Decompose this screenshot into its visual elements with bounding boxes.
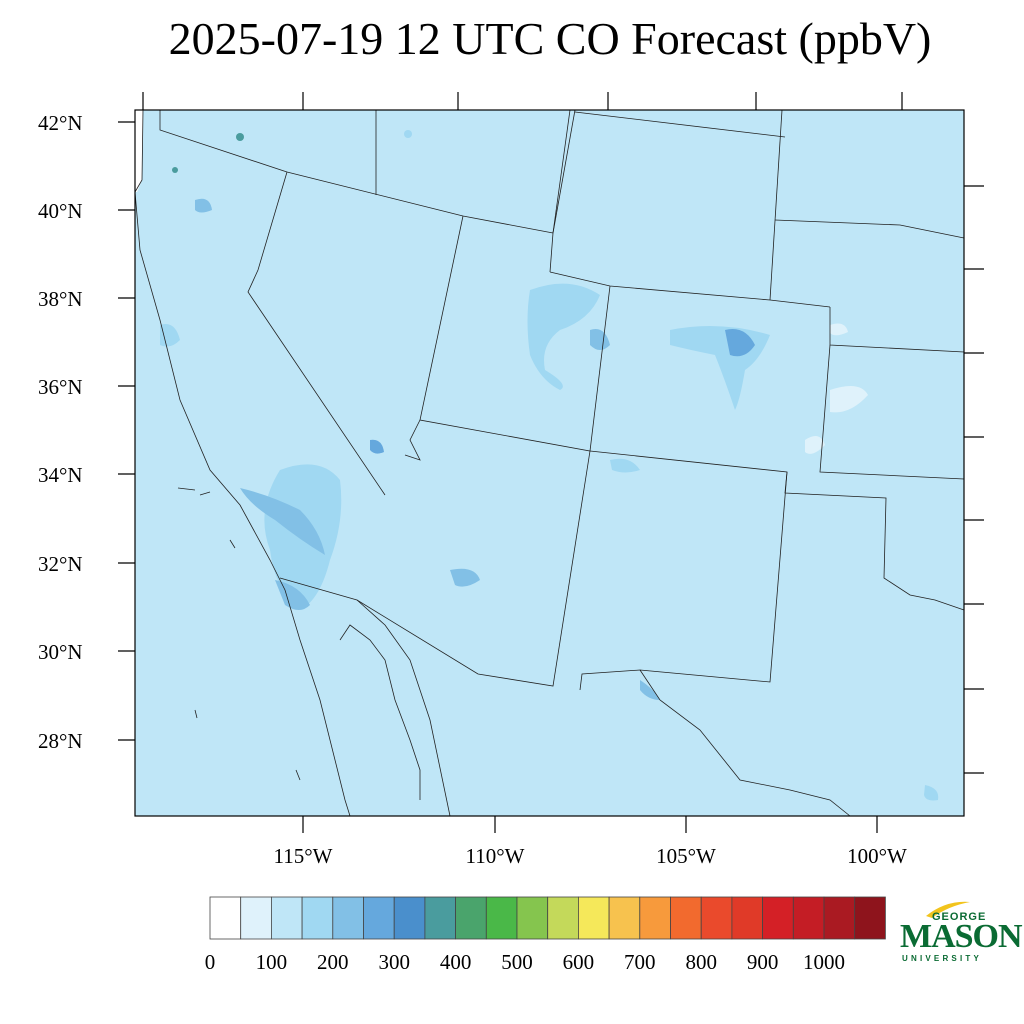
colorbar-swatch bbox=[485, 896, 518, 940]
colorbar-swatch bbox=[608, 896, 641, 940]
lon-label-100: 100°W bbox=[847, 844, 907, 868]
boundaries bbox=[134, 109, 965, 817]
lat-label-36: 36°N bbox=[38, 375, 83, 399]
colorbar-swatch bbox=[516, 896, 549, 940]
logo-line3: UNIVERSITY bbox=[902, 954, 983, 963]
colorbar-swatch bbox=[547, 896, 579, 940]
ocean-edge bbox=[135, 110, 143, 192]
colorbar bbox=[209, 896, 886, 940]
colorbar-tick-label: 1000 bbox=[803, 950, 845, 974]
colorbar-swatch bbox=[578, 896, 610, 940]
map-frame bbox=[134, 109, 965, 817]
colorbar-swatch bbox=[854, 896, 886, 940]
colorbar-swatch bbox=[792, 896, 825, 940]
colorbar-swatch bbox=[424, 896, 456, 940]
colorbar-swatch bbox=[301, 896, 334, 940]
co-plumes bbox=[160, 130, 939, 801]
map-background bbox=[135, 110, 964, 816]
logo-line1: GEORGE bbox=[932, 911, 987, 923]
colorbar-swatch bbox=[762, 896, 794, 940]
colorbar-swatch bbox=[240, 896, 272, 940]
colorbar-tick-label: 600 bbox=[562, 950, 595, 974]
page-title: 2025-07-19 12 UTC CO Forecast (ppbV) bbox=[168, 13, 932, 64]
colorbar-swatch bbox=[209, 896, 242, 940]
colorbar-tick-label: 900 bbox=[746, 950, 779, 974]
colorbar-swatch bbox=[393, 896, 426, 940]
logo-line2: MASON bbox=[900, 918, 1023, 955]
colorbar-swatch bbox=[823, 896, 856, 940]
lat-label-40: 40°N bbox=[38, 199, 83, 223]
lon-label-115: 115°W bbox=[273, 844, 333, 868]
lat-label-42: 42°N bbox=[38, 111, 83, 135]
colorbar-swatch bbox=[639, 896, 671, 940]
lat-label-38: 38°N bbox=[38, 287, 83, 311]
lat-label-28: 28°N bbox=[38, 729, 83, 753]
colorbar-swatch bbox=[332, 896, 364, 940]
colorbar-tick-label: 0 bbox=[204, 950, 216, 974]
gmu-logo: GEORGE MASON UNIVERSITY bbox=[898, 898, 1023, 970]
colorbar-tick-label: 400 bbox=[439, 950, 472, 974]
colorbar-swatch bbox=[455, 896, 487, 940]
colorbar-tick-label: 700 bbox=[624, 950, 656, 974]
logo-swoosh-icon bbox=[926, 901, 970, 918]
colorbar-tick-label: 100 bbox=[255, 950, 288, 974]
tick-marks bbox=[118, 92, 984, 833]
colorbar-swatch bbox=[700, 896, 733, 940]
colorbar-swatch bbox=[731, 896, 764, 940]
colorbar-tick-label: 200 bbox=[317, 950, 349, 974]
colorbar-swatch bbox=[670, 896, 702, 940]
colorbar-tick-label: 800 bbox=[685, 950, 717, 974]
lat-label-30: 30°N bbox=[38, 640, 83, 664]
lat-label-34: 34°N bbox=[38, 463, 83, 487]
colorbar-tick-label: 300 bbox=[378, 950, 410, 974]
lon-label-105: 105°W bbox=[656, 844, 716, 868]
colorbar-swatch bbox=[363, 896, 395, 940]
lat-label-32: 32°N bbox=[38, 552, 83, 576]
lon-label-110: 110°W bbox=[465, 844, 525, 868]
colorbar-swatch bbox=[270, 896, 303, 940]
colorbar-tick-label: 500 bbox=[501, 950, 533, 974]
low-co-patches bbox=[805, 323, 868, 454]
